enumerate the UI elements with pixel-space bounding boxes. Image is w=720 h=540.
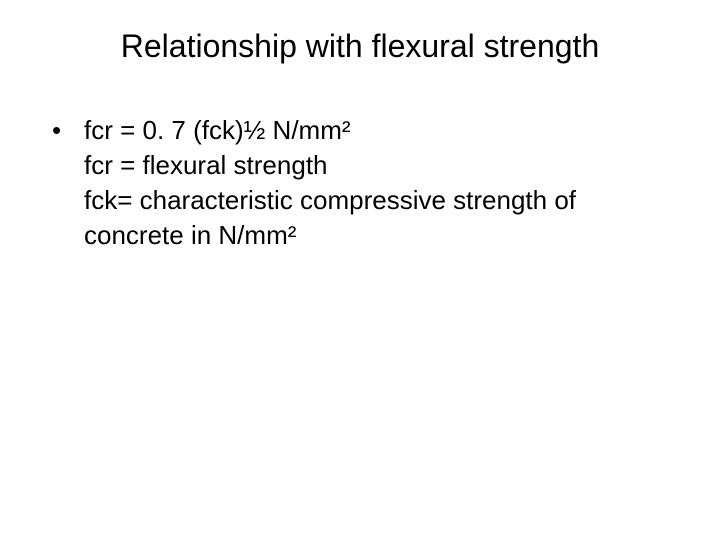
slide-content: • fcr = 0. 7 (fck)½ N/mm² fcr = flexural…: [48, 113, 672, 253]
slide-title: Relationship with flexural strength: [56, 28, 664, 65]
bullet-marker: •: [48, 113, 84, 148]
bullet-line-1: fcr = 0. 7 (fck)½ N/mm²: [84, 113, 672, 148]
bullet-item: • fcr = 0. 7 (fck)½ N/mm²: [48, 113, 672, 148]
bullet-line-3: fck= characteristic compressive strength…: [48, 183, 672, 253]
bullet-line-2: fcr = flexural strength: [48, 148, 672, 183]
